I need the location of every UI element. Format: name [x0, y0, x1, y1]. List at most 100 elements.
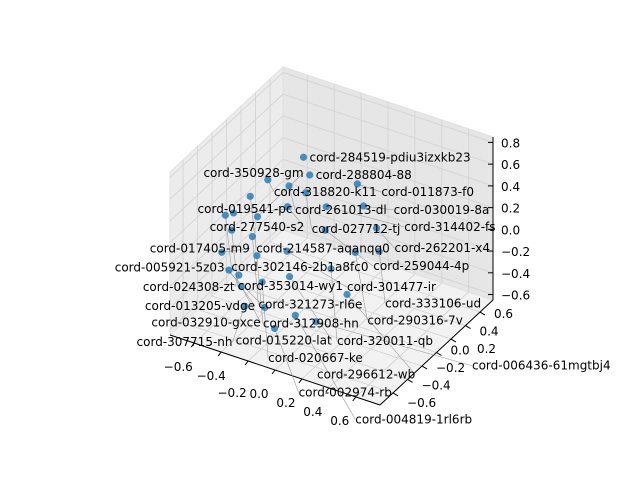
point-label: cord-318820-k11	[274, 185, 377, 199]
label-leader-line	[295, 315, 356, 420]
z-gridline	[282, 72, 494, 143]
z-gridline	[169, 224, 284, 330]
z-gridline	[169, 180, 284, 287]
label-leader-line	[363, 205, 394, 211]
x-tick-label: 0.0	[249, 387, 268, 401]
data-point	[306, 171, 314, 179]
z-tick-label: −0.6	[501, 289, 530, 303]
z-gridline	[169, 93, 284, 200]
y-tick	[407, 378, 413, 383]
label-leader-line	[241, 286, 261, 323]
data-points	[218, 153, 383, 333]
y-tick-label: −0.4	[422, 378, 451, 392]
data-point	[246, 192, 254, 200]
label-leader-line	[225, 215, 232, 268]
point-label: cord-032910-gxce	[151, 315, 260, 329]
point-label: cord-307715-nh	[137, 335, 233, 349]
z-gridline	[169, 202, 284, 309]
data-point	[353, 180, 361, 188]
y-tick	[436, 352, 442, 356]
z-tick-label: −0.2	[501, 245, 530, 259]
x-tick	[298, 378, 303, 384]
y-tick	[450, 338, 457, 343]
data-point	[327, 265, 335, 273]
point-label: cord-004819-1rl6rb	[355, 412, 472, 426]
y-gridline	[197, 309, 408, 380]
point-label: cord-259044-4p	[373, 259, 469, 273]
point-label: cord-290316-7v	[367, 313, 462, 327]
z-gridline	[282, 115, 494, 187]
x-tick-label: −0.6	[164, 360, 193, 374]
label-leader-line	[376, 227, 395, 249]
data-point	[264, 176, 272, 184]
data-point	[235, 271, 243, 279]
label-leader-line	[252, 236, 259, 305]
z-gridline	[282, 93, 494, 165]
data-point	[240, 302, 249, 310]
label-leader-line	[261, 282, 269, 359]
point-label: cord-027712-tj	[312, 222, 401, 236]
x-tick-label: 0.2	[276, 396, 295, 410]
point-label: cord-006436-61mgtbj4	[472, 359, 611, 373]
y-tick	[465, 325, 471, 330]
data-point	[229, 209, 238, 217]
x-tick	[217, 351, 222, 357]
label-leader-line	[330, 268, 338, 341]
x-tick-label: 0.6	[330, 414, 349, 428]
z-tick-label: −0.4	[501, 267, 530, 281]
z-gridline	[169, 72, 284, 178]
data-point	[283, 203, 292, 211]
y-gridline	[226, 282, 437, 353]
point-label: cord-333106-ud	[385, 296, 481, 310]
label-leader-line	[257, 172, 304, 217]
z-tick-label: 0.4	[501, 180, 520, 194]
y-tick	[421, 365, 428, 370]
point-label: cord-261013-dl	[295, 203, 387, 217]
point-label: cord-312908-hn	[263, 317, 359, 331]
point-labels: cord-284519-pdiu3izxkb23 cord-288804-88 co…	[115, 150, 611, 426]
z-tick-label: 0.0	[501, 223, 520, 237]
z-gridline	[282, 224, 494, 295]
y-tick-label: 0.2	[477, 342, 496, 356]
point-label: cord-005921-5z03	[115, 261, 225, 275]
point-label: cord-030019-8a	[394, 203, 490, 217]
label-leader-line	[274, 328, 299, 393]
data-point	[218, 248, 226, 256]
point-label: cord-214587-aqanqq0	[256, 241, 390, 255]
data-point	[283, 247, 291, 255]
z-gridline	[169, 115, 284, 222]
x-tick	[271, 369, 276, 375]
axis-lines	[169, 137, 494, 406]
data-point	[253, 213, 262, 221]
data-point	[322, 203, 330, 211]
point-label: cord-301477-ir	[347, 280, 436, 294]
data-point	[285, 182, 293, 190]
z-gridline	[282, 137, 494, 209]
label-leader-line	[233, 208, 293, 214]
label-leader-line	[256, 255, 264, 324]
y-tick-label: 0.6	[494, 307, 513, 321]
label-leader-line	[325, 229, 374, 267]
x-tick	[244, 360, 249, 366]
point-label: cord-350928-gm	[203, 166, 303, 180]
data-point	[321, 226, 329, 234]
point-label: cord-277540-s2	[210, 220, 305, 234]
point-label: cord-024308-zt	[143, 280, 235, 294]
data-point	[258, 278, 266, 286]
data-point	[351, 248, 359, 257]
point-label: cord-320011-qb	[337, 334, 433, 348]
x-tick-label: −0.2	[218, 386, 247, 400]
point-label: cord-262201-x4	[395, 241, 490, 255]
data-point	[375, 247, 383, 256]
y-tick-label: −0.2	[436, 361, 465, 375]
label-leader-line	[287, 206, 305, 227]
point-label: cord-302146-2b1a8fc0	[231, 260, 368, 274]
tick-labels: −0.6−0.4−0.20.00.20.40.60.8−0.6−0.4−0.20…	[164, 136, 530, 427]
label-leader-line	[289, 276, 333, 341]
label-leader-line	[378, 251, 386, 304]
x-tick-label: −0.4	[197, 369, 226, 383]
label-leader-line	[221, 248, 250, 253]
data-point	[372, 224, 381, 232]
y-tick-label: 0.4	[479, 325, 498, 339]
x-tick-label: 0.4	[303, 405, 322, 419]
